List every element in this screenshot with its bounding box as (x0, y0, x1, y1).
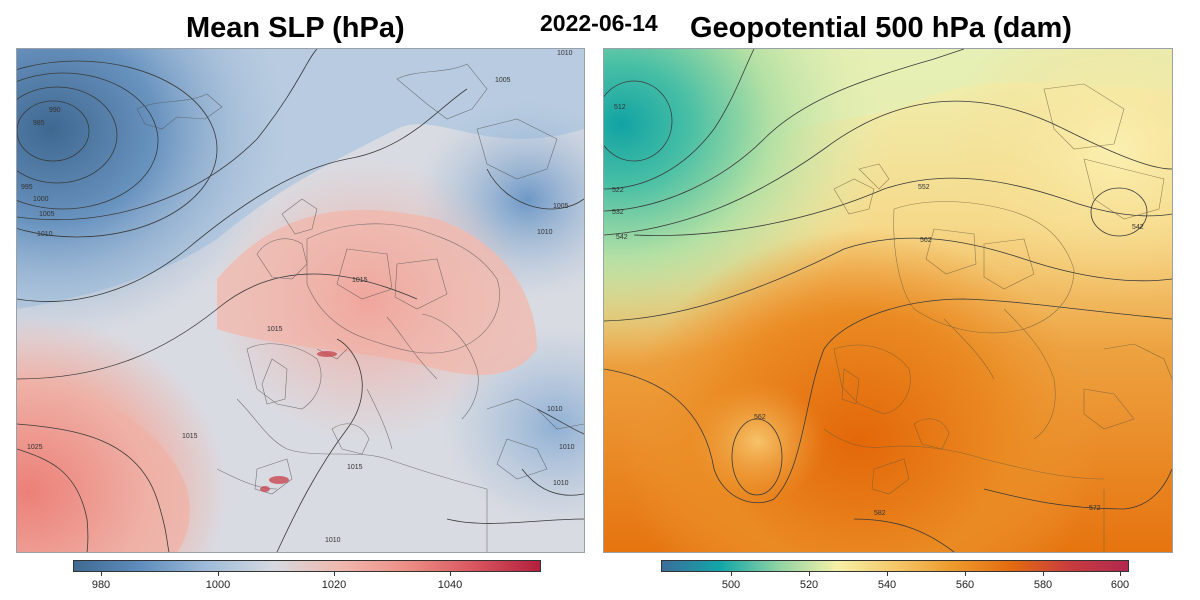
contour-label: 1015 (182, 433, 198, 440)
contour-label: 1010 (537, 229, 553, 236)
colorbar-tick-label: 1040 (437, 579, 463, 591)
colorbar-tick (887, 572, 888, 576)
colorbar-tick-label: 500 (721, 579, 741, 591)
contour-label: 1010 (37, 231, 53, 238)
contour-label: 1005 (495, 77, 511, 84)
colorbar-tick (809, 572, 810, 576)
colorbar-tick-label: 580 (1033, 579, 1053, 591)
contour-label: 1015 (352, 277, 368, 284)
contour-label: 522 (612, 187, 624, 194)
colorbar-tick (334, 572, 335, 576)
contour-label: 542 (1132, 224, 1144, 231)
contour-label: 532 (612, 209, 624, 216)
contour-label: 542 (616, 234, 628, 241)
colorbar-tick (218, 572, 219, 576)
contour-label: 562 (754, 414, 766, 421)
date-label: 2022-06-14 (540, 10, 658, 36)
geopotential-map-canvas: 512 522 532 542 552 562 542 562 582 572 (604, 49, 1172, 552)
colorbar-tick (1120, 572, 1121, 576)
colorbar-tick-label: 980 (91, 579, 111, 591)
contour-label: 995 (21, 184, 33, 191)
contour-label: 985 (33, 120, 45, 127)
contour-label: 1010 (547, 406, 563, 413)
contour-label: 512 (614, 104, 626, 111)
colorbar-tick-label: 560 (955, 579, 975, 591)
geopotential-colorbar (661, 560, 1129, 572)
contour-label: 1015 (347, 464, 363, 471)
contour-label: 1010 (557, 50, 573, 57)
contour-label: 552 (918, 184, 930, 191)
slp-colorbar (73, 560, 541, 572)
contour-label: 562 (920, 237, 932, 244)
colorbar-tick (101, 572, 102, 576)
colorbar-tick-label: 540 (877, 579, 897, 591)
slp-map: 1010 1005 990 985 995 1000 1005 1010 100… (16, 48, 585, 553)
right-map-title: Geopotential 500 hPa (dam) (690, 12, 1072, 44)
colorbar-tick (1043, 572, 1044, 576)
left-map-title: Mean SLP (hPa) (186, 12, 405, 44)
colorbar-tick (450, 572, 451, 576)
colorbar-tick (731, 572, 732, 576)
contour-label: 572 (1089, 505, 1101, 512)
colorbar-tick-label: 520 (799, 579, 819, 591)
slp-map-canvas: 1010 1005 990 985 995 1000 1005 1010 100… (17, 49, 584, 552)
colorbar-tick-label: 600 (1110, 579, 1130, 591)
contour-label: 1010 (559, 444, 575, 451)
contour-label: 990 (49, 107, 61, 114)
colorbar-tick (965, 572, 966, 576)
geopotential-map: 512 522 532 542 552 562 542 562 582 572 (603, 48, 1173, 553)
contour-label: 1015 (267, 326, 283, 333)
contour-label: 582 (874, 510, 886, 517)
colorbar-tick-label: 1000 (205, 579, 231, 591)
contour-label: 1010 (553, 480, 569, 487)
contour-label: 1005 (553, 203, 569, 210)
contour-label: 1010 (325, 537, 341, 544)
colorbar-tick-label: 1020 (321, 579, 347, 591)
contour-label: 1025 (27, 444, 43, 451)
contour-label: 1000 (33, 196, 49, 203)
contour-label: 1005 (39, 211, 55, 218)
